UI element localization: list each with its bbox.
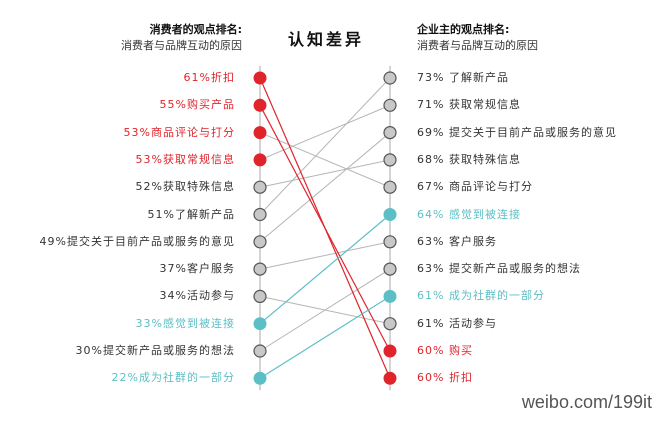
link-line bbox=[259, 295, 391, 379]
left-point bbox=[253, 344, 267, 358]
right-label: 69% 提交关于目前产品或服务的意见 bbox=[417, 125, 617, 139]
right-header-title: 企业主的观点排名: bbox=[417, 23, 510, 36]
right-point bbox=[383, 344, 397, 358]
link-line bbox=[259, 132, 391, 188]
left-point bbox=[253, 207, 267, 222]
left-label: 49%提交关于目前产品或服务的意见 bbox=[39, 234, 235, 248]
right-label: 60% 折扣 bbox=[417, 371, 473, 385]
right-label: 63% 客户服务 bbox=[417, 234, 497, 248]
right-point bbox=[383, 208, 397, 221]
left-point bbox=[253, 317, 267, 331]
right-label: 61% 活动参与 bbox=[417, 316, 497, 330]
right-label: 68% 获取特殊信息 bbox=[417, 152, 521, 166]
right-label: 63% 提交新产品或服务的想法 bbox=[417, 262, 581, 276]
right-point bbox=[383, 180, 397, 194]
left-label: 53%商品评论与打分 bbox=[123, 125, 235, 139]
left-label: 55%购买产品 bbox=[159, 98, 235, 112]
left-point bbox=[253, 71, 267, 85]
left-header-subtitle: 消费者与品牌互动的原因 bbox=[121, 39, 242, 52]
left-point bbox=[253, 126, 267, 140]
left-point bbox=[253, 98, 267, 112]
left-label: 61%折扣 bbox=[183, 71, 235, 84]
right-label: 73% 了解新产品 bbox=[417, 71, 509, 84]
left-label: 51%了解新产品 bbox=[147, 207, 235, 221]
link-line bbox=[259, 105, 391, 352]
link-line bbox=[259, 77, 391, 215]
link-line bbox=[259, 268, 391, 352]
right-point bbox=[383, 153, 397, 167]
left-label: 22%成为社群的一部分 bbox=[111, 371, 235, 385]
chart-title: 认知差异 bbox=[287, 30, 364, 49]
left-label: 30%提交新产品或服务的想法 bbox=[75, 344, 235, 357]
left-point bbox=[253, 180, 267, 194]
left-point bbox=[253, 262, 267, 276]
watermark: weibo.com/199it bbox=[521, 392, 652, 412]
left-label: 33%感觉到被连接 bbox=[135, 316, 235, 330]
link-line bbox=[259, 104, 391, 161]
link-line bbox=[259, 241, 391, 270]
left-header-title: 消费者的观点排名: bbox=[149, 23, 242, 36]
link-line bbox=[259, 214, 391, 325]
right-label: 60% 购买 bbox=[417, 344, 473, 357]
right-point bbox=[383, 126, 397, 140]
right-label: 67% 商品评论与打分 bbox=[417, 180, 533, 194]
left-point bbox=[253, 371, 267, 385]
right-point bbox=[383, 235, 397, 249]
right-point bbox=[383, 262, 397, 276]
left-label: 37%客户服务 bbox=[159, 262, 235, 276]
right-header: 企业主的观点排名: 消费者与品牌互动的原因 bbox=[417, 22, 538, 54]
left-point bbox=[253, 235, 267, 249]
link-line bbox=[259, 159, 391, 188]
left-header: 消费者的观点排名: 消费者与品牌互动的原因 bbox=[121, 22, 242, 54]
left-label: 34%活动参与 bbox=[159, 289, 235, 303]
right-label: 71% 获取常规信息 bbox=[417, 98, 521, 112]
right-label: 64% 感觉到被连接 bbox=[417, 207, 521, 221]
left-point bbox=[253, 289, 267, 303]
right-point bbox=[383, 371, 397, 385]
left-label: 53%获取常规信息 bbox=[135, 152, 235, 166]
right-label: 61% 成为社群的一部分 bbox=[417, 289, 545, 303]
right-point bbox=[383, 289, 397, 303]
right-point bbox=[383, 71, 397, 85]
right-header-subtitle: 消费者与品牌互动的原因 bbox=[417, 39, 538, 52]
right-point bbox=[383, 317, 397, 331]
left-label: 52%获取特殊信息 bbox=[135, 180, 235, 194]
left-point bbox=[253, 153, 267, 167]
link-line bbox=[259, 132, 391, 243]
right-point bbox=[383, 98, 397, 112]
